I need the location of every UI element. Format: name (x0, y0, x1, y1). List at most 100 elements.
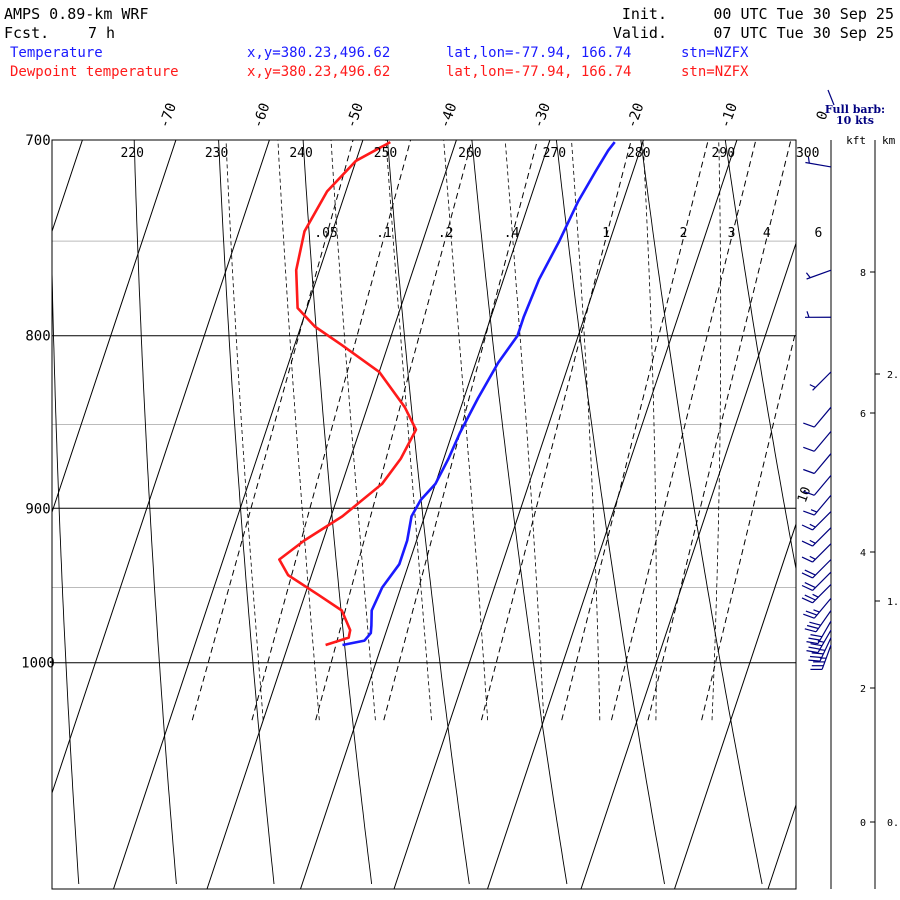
valid-value: 07 UTC Tue 30 Sep 25 (713, 24, 894, 42)
dry-adiabat-label: 260 (458, 146, 481, 161)
dry-adiabat-line (52, 249, 80, 885)
fcst-value: 7 h (88, 24, 115, 42)
km-unit-label: km (882, 134, 896, 147)
isotherm-tick-label: -40 (437, 101, 461, 130)
dry-adiabat-label: 220 (120, 146, 143, 161)
kft-unit-label: kft (846, 134, 866, 147)
isotherm-line (767, 803, 796, 889)
isotherm-tick-label: -50 (343, 101, 367, 130)
moist-adiabat-line (711, 140, 722, 721)
init-value: 00 UTC Tue 30 Sep 25 (713, 5, 894, 23)
wind-barb (803, 453, 832, 475)
isotherm-tick-label: -20 (624, 101, 648, 130)
barb-legend-line2: 10 kts (836, 114, 874, 127)
dry-adiabat-label: 290 (712, 146, 735, 161)
init-label: Init. (622, 5, 667, 23)
dry-adiabat-line (810, 140, 900, 884)
wind-barb (801, 559, 832, 579)
moist-adiabat-line (504, 140, 545, 721)
isotherm-line (52, 140, 270, 795)
dry-adiabat-line (640, 140, 763, 885)
dry-adiabat-line (555, 140, 665, 885)
kft-label: 6 (860, 409, 866, 420)
pressure-tick-label: 900 (25, 501, 50, 517)
isotherm-line (113, 140, 364, 889)
wind-barb (809, 371, 832, 391)
dry-adiabat-line (387, 140, 470, 885)
mixing-ratio-label: 3 (728, 226, 736, 241)
moist-adiabat-line (571, 140, 601, 721)
isotherm-extra-label: 10 (795, 485, 814, 505)
legend-dewpoint-latlon: lat,lon=-77.94, 166.74 (446, 64, 631, 80)
isotherm-tick-label: -60 (250, 101, 274, 130)
pressure-tick-label: 800 (25, 329, 50, 345)
wind-barb (805, 156, 832, 168)
dry-adiabat-line (724, 140, 796, 572)
dry-adiabat-label: 250 (374, 146, 397, 161)
isotherm-tick-label: -70 (156, 101, 180, 130)
moist-adiabat-line (225, 140, 264, 721)
dry-adiabat-label: 270 (543, 146, 566, 161)
wind-barb (801, 584, 832, 604)
legend-dewpoint-xy: x,y=380.23,496.62 (247, 64, 390, 80)
barb-legend-sample (827, 89, 835, 106)
wind-barb (801, 571, 832, 591)
km-label: 1. (887, 597, 899, 608)
wind-barb (804, 610, 832, 633)
header: AMPS 0.89-km WRF Fcst. 7 h Init. 00 UTC … (4, 5, 894, 42)
kft-label: 8 (860, 268, 866, 279)
dry-adiabat-line (302, 140, 373, 885)
wind-barb (803, 431, 832, 452)
legend-temperature-name: Temperature (10, 45, 103, 61)
legend-temperature-stn: stn=NZFX (681, 45, 749, 61)
wind-barb (803, 406, 832, 428)
wind-barb (803, 597, 832, 619)
kft-label: 2 (860, 684, 866, 695)
temperature-line (342, 141, 616, 647)
mixing-ratio-label: 6 (814, 226, 822, 241)
dry-adiabat-label: 230 (205, 146, 228, 161)
wind-barb (801, 527, 832, 547)
barb-legend-line1: Full barb: (825, 103, 885, 116)
mixing-ratio-line (191, 140, 354, 721)
pressure-tick-label: 700 (25, 133, 50, 149)
wind-barb (806, 620, 832, 645)
legend: Temperature x,y=380.23,496.62 lat,lon=-7… (10, 45, 749, 80)
legend-temperature-xy: x,y=380.23,496.62 (247, 45, 390, 61)
isotherm-line (487, 140, 738, 889)
dry-adiabat-line (133, 140, 177, 885)
moist-adiabat-line (330, 140, 376, 721)
wind-barb (810, 644, 832, 671)
isotherm-tick-label: -30 (530, 101, 554, 130)
barb-legend: Full barb: 10 kts (825, 103, 885, 127)
moist-adiabat-line (642, 140, 657, 721)
legend-temperature-latlon: lat,lon=-77.94, 166.74 (446, 45, 631, 61)
km-label: 2. (887, 370, 899, 381)
mixing-ratio-label: .1 (376, 226, 392, 241)
mixing-ratio-label: 2 (680, 226, 688, 241)
moist-adiabat-line (443, 140, 488, 721)
mixing-ratio-label: .05 (314, 226, 337, 241)
mixing-ratio-label: 1 (602, 226, 610, 241)
mixing-ratio-label: .2 (438, 226, 454, 241)
dry-adiabat-label: 240 (289, 146, 312, 161)
wind-barb (806, 629, 832, 654)
isotherm-line (393, 140, 644, 889)
wind-barb (803, 494, 832, 516)
moist-adiabat-line (385, 140, 432, 721)
plot-frame (51, 139, 797, 890)
dry-adiabat-label: 300 (796, 146, 819, 161)
isotherm-line (300, 140, 551, 889)
mixing-ratio-line (251, 140, 412, 721)
plot-lines (52, 140, 900, 889)
legend-dewpoint-name: Dewpoint temperature (10, 64, 179, 80)
dry-adiabat-line (218, 140, 275, 885)
dewpoint-line (277, 140, 418, 647)
wind-barb (801, 543, 832, 563)
dry-adiabat-label: 280 (627, 146, 650, 161)
mixing-ratio-label: 4 (763, 226, 771, 241)
dry-adiabat-line (894, 140, 900, 884)
mixing-ratio-line (315, 140, 473, 721)
